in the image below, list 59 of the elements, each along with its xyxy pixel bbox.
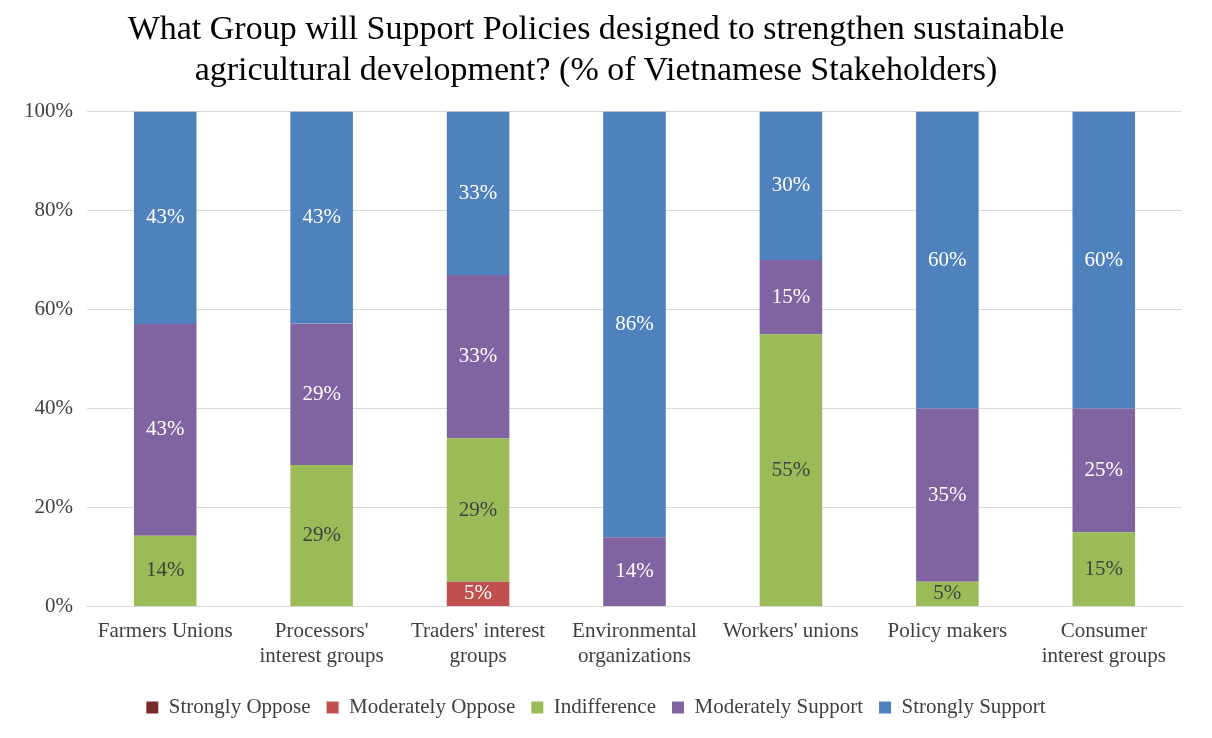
data-label: 33% (458, 179, 498, 204)
bar (759, 260, 823, 335)
bar (446, 438, 510, 582)
data-label: 14% (615, 558, 654, 583)
data-label: 5% (933, 580, 962, 605)
bar (133, 111, 197, 324)
bar (446, 111, 510, 275)
x-tick-label: Traders' interest groups (410, 617, 546, 667)
y-tick-label: 40% (34, 395, 73, 420)
data-label: 55% (771, 456, 811, 481)
bar (916, 408, 979, 582)
legend-label: Strongly Support (901, 694, 1046, 719)
data-label: 25% (1084, 456, 1124, 481)
x-tick-label: Farmers Unions (97, 617, 233, 642)
legend-label: Moderately Support (694, 694, 864, 719)
y-tick-label: 100% (23, 98, 73, 123)
data-label: 33% (458, 343, 498, 368)
data-label: 15% (1084, 555, 1124, 580)
bar (133, 323, 197, 536)
bar (916, 111, 979, 409)
bar (446, 274, 510, 439)
data-label: 14% (145, 557, 185, 582)
data-label: 60% (1084, 246, 1124, 271)
bar (759, 111, 823, 261)
bar (1072, 408, 1136, 533)
data-label: 43% (302, 204, 341, 229)
data-label: 60% (928, 246, 967, 271)
bar (1072, 111, 1136, 409)
x-tick-label: Consumer interest groups (1041, 617, 1166, 667)
legend-label: Indifference (553, 694, 657, 719)
x-tick-label: Environmental organizations (572, 617, 698, 667)
data-label: 29% (458, 496, 498, 521)
bar (133, 535, 197, 607)
chart-title: What Group will Support Policies designed to strengthen sustainable agricultural development? (% of Vietnamese Stakeholders) (127, 9, 1065, 89)
bar (290, 465, 353, 607)
bar (290, 111, 353, 324)
data-label: 5% (464, 580, 493, 605)
data-label: 29% (302, 522, 341, 547)
x-tick-label: Workers' unions (723, 617, 859, 642)
bar (759, 334, 823, 607)
data-label: 43% (145, 416, 185, 441)
bar (603, 537, 666, 607)
x-tick-label: Policy makers (887, 617, 1008, 642)
legend-label: Strongly Oppose (168, 694, 311, 719)
y-tick-label: 80% (34, 197, 73, 222)
y-tick-label: 20% (34, 494, 73, 519)
data-label: 43% (145, 204, 185, 229)
bar (1072, 532, 1136, 607)
y-tick-label: 0% (44, 593, 73, 618)
legend-label: Moderately Oppose (349, 694, 516, 719)
y-tick-label: 60% (34, 296, 73, 321)
data-label: 15% (771, 283, 811, 308)
data-label: 86% (615, 310, 654, 335)
bar (290, 323, 353, 466)
x-tick-label: Processors' interest groups (259, 617, 384, 667)
data-label: 30% (771, 172, 811, 197)
data-label: 35% (928, 481, 967, 506)
bar (603, 111, 666, 538)
data-label: 29% (302, 380, 341, 405)
